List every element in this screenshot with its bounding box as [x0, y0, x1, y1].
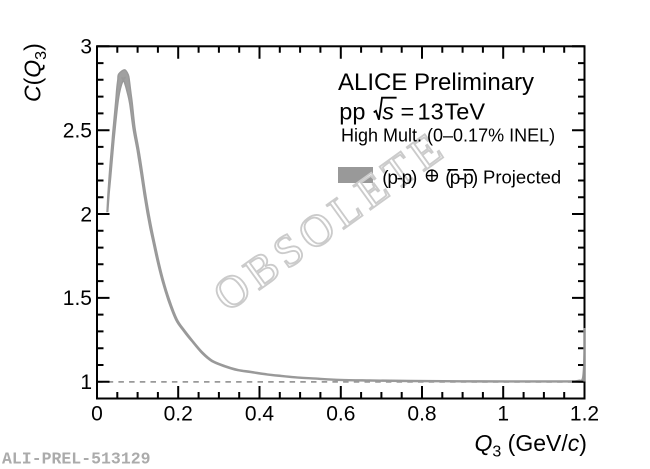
svg-text:1.5: 1.5: [63, 287, 92, 310]
svg-text:(p-p): (p-p): [445, 168, 478, 189]
svg-text:Q3 (GeV/c): Q3 (GeV/c): [475, 430, 587, 461]
svg-text:ALI-PREL-513129: ALI-PREL-513129: [2, 450, 151, 469]
svg-text:=: =: [401, 99, 415, 125]
svg-text:1: 1: [497, 402, 509, 425]
svg-text:1: 1: [80, 371, 92, 394]
svg-text:3: 3: [80, 36, 92, 59]
svg-text:0.4: 0.4: [245, 402, 275, 425]
svg-text:13: 13: [418, 99, 444, 125]
svg-text:High Mult. (0–0.17% INEL): High Mult. (0–0.17% INEL): [341, 126, 555, 146]
svg-text:Projected: Projected: [483, 167, 561, 188]
svg-text:s: s: [382, 99, 394, 125]
svg-text:(p-p): (p-p): [382, 168, 417, 189]
svg-text:C(Q3): C(Q3): [20, 43, 51, 102]
svg-text:2.5: 2.5: [63, 120, 92, 143]
svg-text:1.2: 1.2: [570, 402, 599, 425]
svg-text:2: 2: [80, 203, 92, 226]
svg-text:0.2: 0.2: [164, 402, 193, 425]
svg-text:pp: pp: [339, 99, 365, 125]
svg-text:0.6: 0.6: [326, 402, 355, 425]
svg-text:0.8: 0.8: [407, 402, 436, 425]
svg-text:0: 0: [91, 402, 103, 425]
svg-text:ALICE Preliminary: ALICE Preliminary: [338, 69, 534, 96]
svg-text:TeV: TeV: [445, 99, 486, 125]
